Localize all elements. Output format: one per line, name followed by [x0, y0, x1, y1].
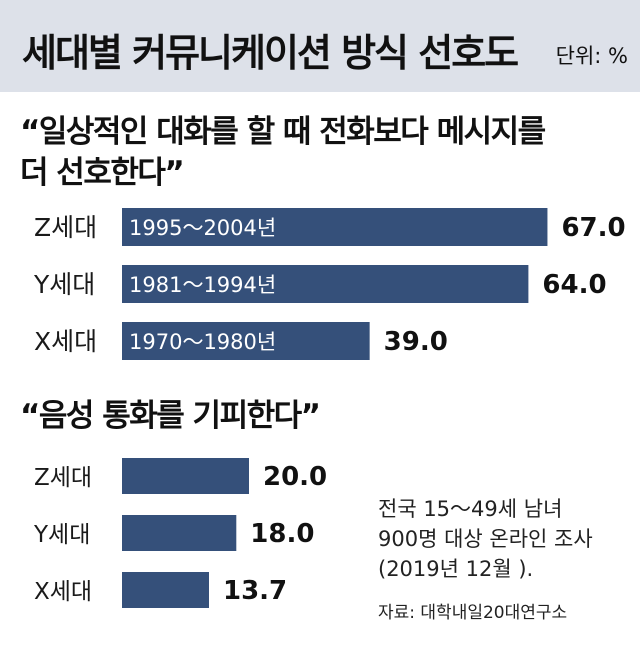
chart-1-title: “일상적인 대화를 할 때 전화보다 메시지를 더 선호한다”	[20, 112, 546, 194]
chart-1-title-line-2: 더 선호한다”	[20, 155, 185, 191]
chart-1-y-value-label: 64.0	[542, 270, 606, 300]
survey-note-line-2: 900명 대상 온라인 조사	[378, 527, 593, 551]
chart-2-y-category-label: Y세대	[33, 522, 90, 548]
survey-note-line-1: 전국 15～49세 남녀	[378, 497, 563, 521]
chart-2-x-value-label: 13.7	[223, 576, 287, 606]
source-credit: 자료: 대학내일20대연구소	[378, 603, 568, 623]
chart-2-title-line-1: “음성 통화를 기피한다”	[20, 398, 321, 434]
chart-2-z-value-label: 20.0	[263, 462, 327, 492]
chart-2-z-category-label: Z세대	[34, 465, 92, 491]
chart-2-x-category-label: X세대	[34, 579, 92, 605]
chart-2-z-bar	[122, 458, 249, 494]
chart-1-z-bar	[122, 208, 548, 246]
chart-1-x-bar	[122, 322, 370, 360]
page-title: 세대별 커뮤니케이션 방식 선호도	[22, 31, 519, 75]
unit-label: 단위: %	[555, 44, 628, 68]
chart-1-z-bar-label: 1995～2004년	[129, 216, 276, 240]
header-banner: 세대별 커뮤니케이션 방식 선호도 단위: %	[0, 0, 640, 92]
chart-2-title: “음성 통화를 기피한다”	[20, 396, 321, 437]
chart-2-y-bar	[122, 515, 237, 551]
chart-1-z-value-label: 67.0	[561, 213, 625, 243]
chart-2-y-value-label: 18.0	[250, 519, 314, 549]
chart-1-y-bar-label: 1981～1994년	[129, 273, 276, 297]
chart-1-y-bar	[122, 265, 529, 303]
survey-note: 전국 15～49세 남녀 900명 대상 온라인 조사 (2019년 12월 )…	[378, 494, 593, 584]
chart-1-y-category-label: Y세대	[33, 270, 95, 299]
chart-1-x-bar-label: 1970～1980년	[129, 330, 276, 354]
chart-1-z-category-label: Z세대	[34, 213, 97, 242]
chart-1-x-value-label: 39.0	[384, 327, 448, 357]
chart-1-x-category-label: X세대	[34, 327, 97, 356]
chart-2-x-bar	[122, 572, 209, 608]
chart-1-title-line-1: “일상적인 대화를 할 때 전화보다 메시지를	[20, 114, 546, 150]
survey-note-line-3: (2019년 12월 ).	[378, 557, 534, 581]
